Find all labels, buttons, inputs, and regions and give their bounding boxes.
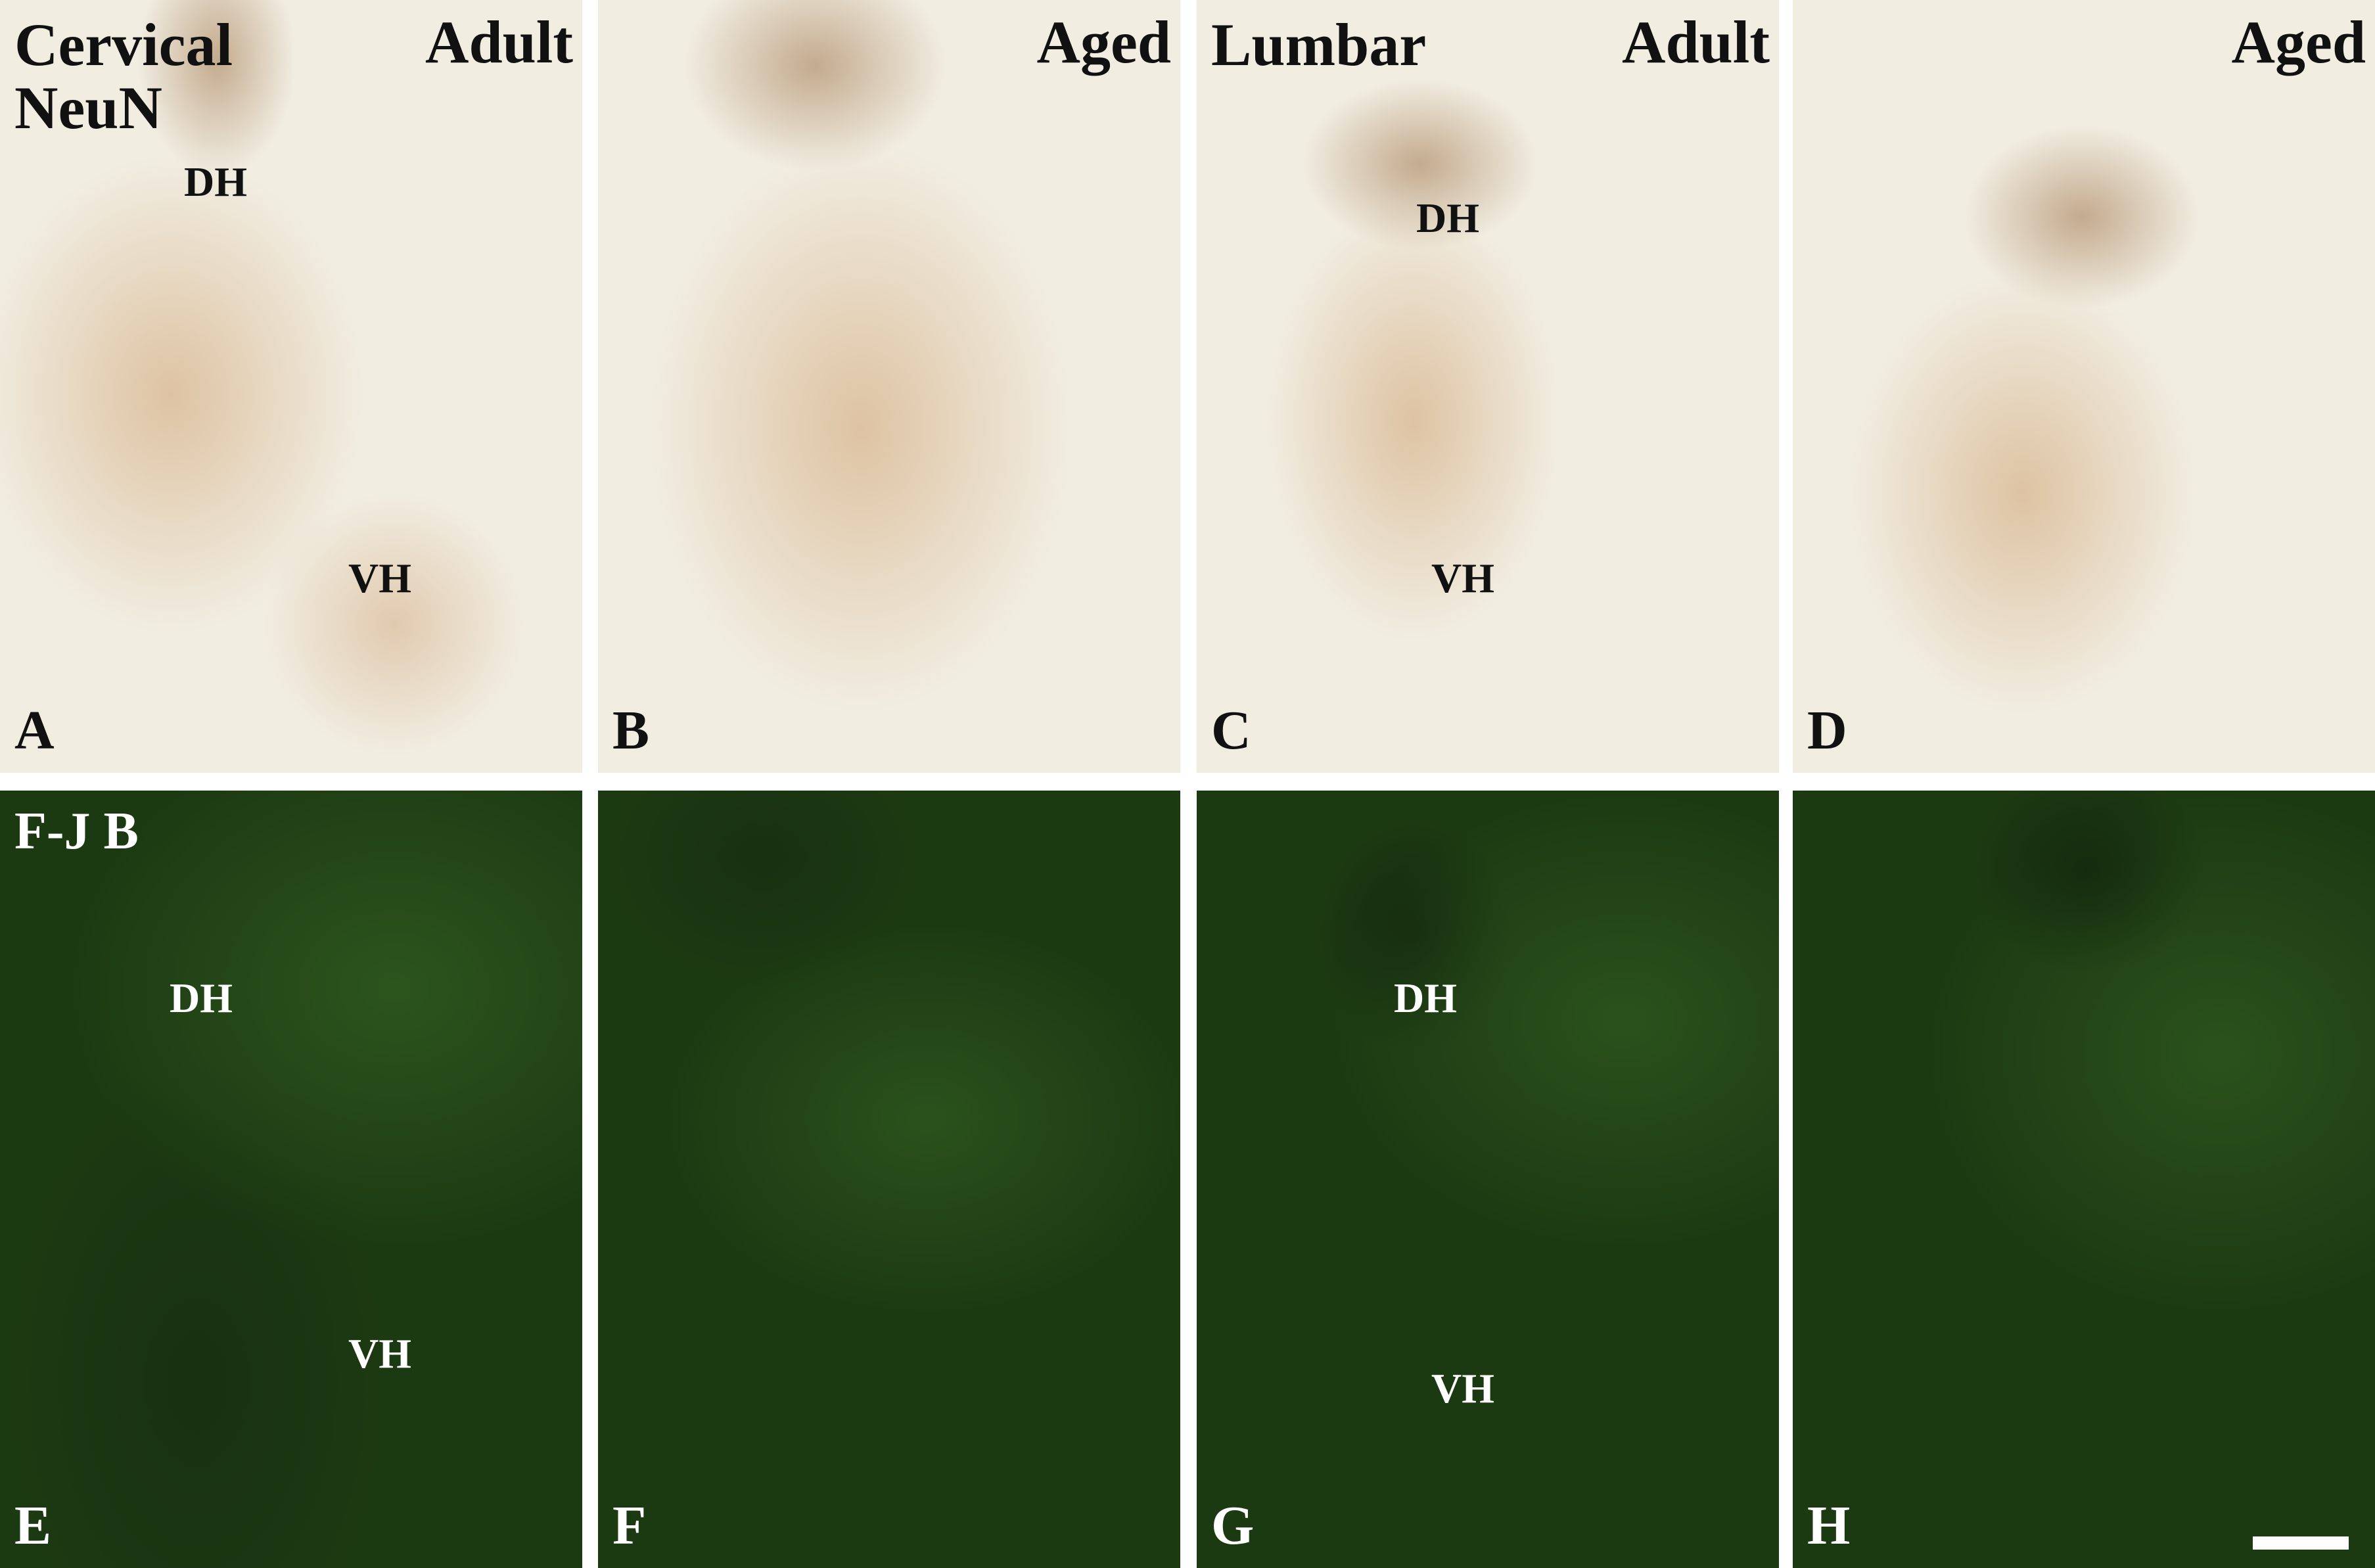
ventral-horn-label: VH — [1431, 555, 1494, 601]
neun-tissue-image — [1793, 0, 2375, 773]
age-label: Aged — [1036, 9, 1171, 76]
stain-label: F-J B — [14, 802, 139, 860]
panel-letter: B — [612, 700, 650, 761]
dorsal-horn-label: DH — [1416, 195, 1479, 241]
panel-d: Aged D — [1793, 0, 2375, 773]
ventral-horn-label: VH — [1431, 1365, 1494, 1412]
panel-b: Aged B — [598, 0, 1180, 773]
panel-a: Cervical NeuN Adult DH VH A — [0, 0, 582, 773]
panel-g: DH VH G — [1197, 791, 1779, 1568]
age-label: Aged — [2231, 9, 2366, 76]
panel-letter: C — [1211, 700, 1251, 761]
panel-letter: A — [14, 700, 55, 761]
scale-bar — [2253, 1536, 2349, 1550]
age-label: Adult — [425, 9, 573, 76]
panel-letter: F — [612, 1495, 647, 1556]
fjb-tissue-image — [0, 791, 582, 1568]
dorsal-horn-label: DH — [184, 158, 247, 205]
panel-letter: D — [1807, 700, 1847, 761]
fjb-tissue-image — [598, 791, 1180, 1568]
age-label: Adult — [1622, 9, 1770, 76]
neun-tissue-image — [598, 0, 1180, 773]
region-title: Cervical — [14, 11, 233, 78]
panel-c: Lumbar Adult DH VH C — [1197, 0, 1779, 773]
neun-tissue-image — [1197, 0, 1779, 773]
dorsal-horn-label: DH — [1394, 975, 1457, 1021]
ventral-horn-label: VH — [348, 1330, 411, 1377]
panel-letter: G — [1211, 1495, 1255, 1556]
panel-letter: H — [1807, 1495, 1851, 1556]
panel-h: H — [1793, 791, 2375, 1568]
panel-e: F-J B DH VH E — [0, 791, 582, 1568]
dorsal-horn-label: DH — [170, 975, 233, 1021]
ventral-horn-label: VH — [348, 555, 411, 601]
fjb-tissue-image — [1793, 791, 2375, 1568]
neun-tissue-image — [0, 0, 582, 773]
panel-letter: E — [14, 1495, 52, 1556]
fjb-tissue-image — [1197, 791, 1779, 1568]
panel-f: F — [598, 791, 1180, 1568]
stain-label: NeuN — [14, 74, 162, 141]
region-title: Lumbar — [1211, 11, 1427, 78]
